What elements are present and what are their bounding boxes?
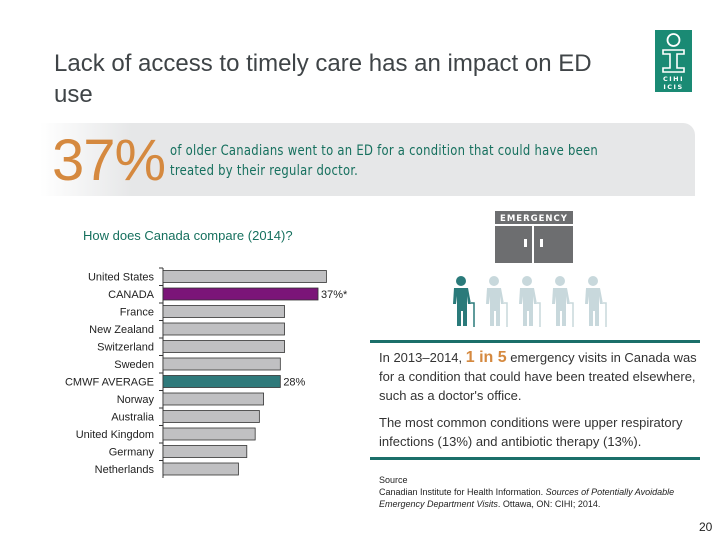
cihi-logo: CIHI ICIS [655,30,692,92]
people-icons [453,276,607,327]
person-icon [519,276,541,327]
stat-description: of older Canadians went to an ED for a c… [170,143,599,179]
bar-new-zealand [162,322,285,336]
bar-australia [162,410,260,423]
bar-sweden [162,357,281,371]
source: Source Canadian Institute for Health Info… [379,475,675,509]
bar-canada [162,287,319,301]
bar-united-states [162,270,327,283]
bar-cmwf-average [162,375,281,388]
category-label: United Kingdom [76,429,154,441]
category-label: Norway [117,394,155,406]
bar-france [162,305,285,318]
category-label: New Zealand [89,324,154,336]
stat-value: 37% [52,128,166,193]
category-label: Australia [111,412,155,424]
divider-bottom [370,457,700,460]
bar-switzerland [162,340,285,353]
data-label: 28% [283,377,305,389]
emergency-door-icon: EMERGENCY [495,211,573,268]
bar-germany [162,445,248,458]
page-number: 20 [699,520,713,534]
slide-title: Lack of access to timely care has an imp… [54,50,592,108]
svg-text:CIHI: CIHI [663,75,684,83]
category-label: France [120,307,154,319]
category-label: Germany [109,447,155,459]
category-label: CANADA [108,289,155,301]
stat-banner [40,123,695,196]
category-label: Netherlands [95,464,155,476]
person-icon [486,276,508,327]
svg-text:ICIS: ICIS [663,83,683,91]
bar-netherlands [162,462,239,476]
category-label: CMWF AVERAGE [65,377,154,389]
category-label: United States [88,272,155,284]
person-icon [453,276,475,327]
bar-united-kingdom [162,427,256,441]
divider-top [370,340,700,343]
chart-question: How does Canada compare (2014)? [83,228,293,243]
highlight-1-in-5: 1 in 5 [465,349,507,366]
category-label: Sweden [114,359,154,371]
person-icon [585,276,607,327]
category-label: Switzerland [97,342,154,354]
note-conditions: The most common conditions were upper re… [379,415,683,449]
person-icon [552,276,574,327]
emergency-sign-text: EMERGENCY [500,214,568,224]
note-visits: In 2013–2014, 1 in 5 emergency visits in… [379,349,697,403]
bar-norway [162,392,264,406]
data-label: 37%* [321,289,348,301]
